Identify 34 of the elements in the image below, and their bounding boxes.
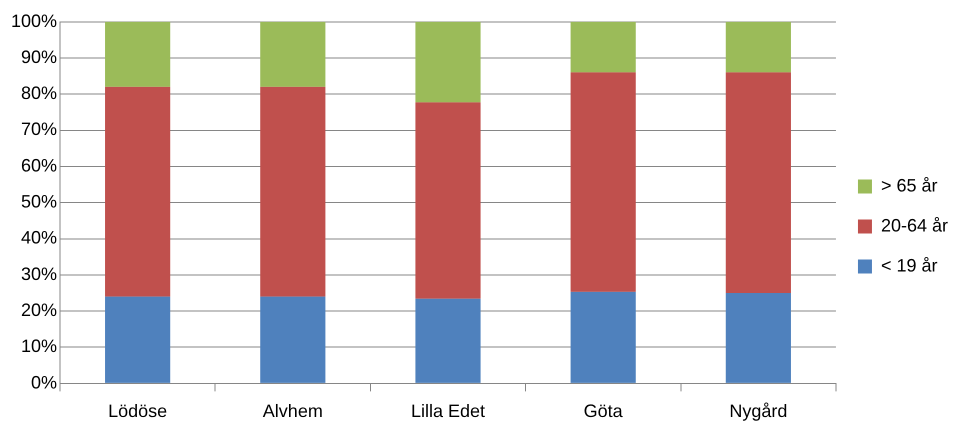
bar	[260, 296, 326, 383]
bar	[105, 22, 170, 87]
y-tick-label: 100%	[10, 10, 58, 31]
bar	[260, 22, 326, 87]
legend-label: 20-64 år	[880, 215, 948, 236]
x-tick-label: Alvhem	[262, 401, 323, 422]
y-tick-label: 30%	[21, 264, 58, 284]
y-tick-label: 80%	[21, 83, 58, 104]
bar	[105, 296, 170, 383]
bar	[726, 293, 791, 383]
y-tick-label: 60%	[21, 155, 58, 176]
legend-label: > 65 år	[880, 175, 938, 196]
bar	[260, 86, 326, 297]
bar	[726, 22, 791, 72]
legend-label: < 19 år	[880, 255, 938, 276]
y-tick-label: 0%	[31, 372, 58, 392]
bar	[415, 22, 481, 102]
bar	[105, 86, 170, 297]
x-tick-label: Lödöse	[108, 401, 168, 422]
bar	[415, 102, 481, 299]
y-tick-label: 20%	[21, 300, 58, 320]
x-tick-label: Nygård	[729, 401, 788, 422]
bar	[570, 72, 636, 292]
y-tick-label: 40%	[21, 228, 58, 248]
y-tick-label: 70%	[21, 119, 58, 140]
bar	[570, 292, 636, 383]
y-tick-label: 90%	[21, 46, 58, 67]
x-tick-label: Göta	[584, 401, 624, 422]
x-tick-label: Lilla Edet	[410, 401, 486, 422]
bar	[415, 298, 481, 383]
y-tick-label: 50%	[21, 192, 58, 212]
y-tick-label: 10%	[21, 336, 58, 356]
bar	[726, 72, 791, 293]
bar	[570, 22, 636, 72]
